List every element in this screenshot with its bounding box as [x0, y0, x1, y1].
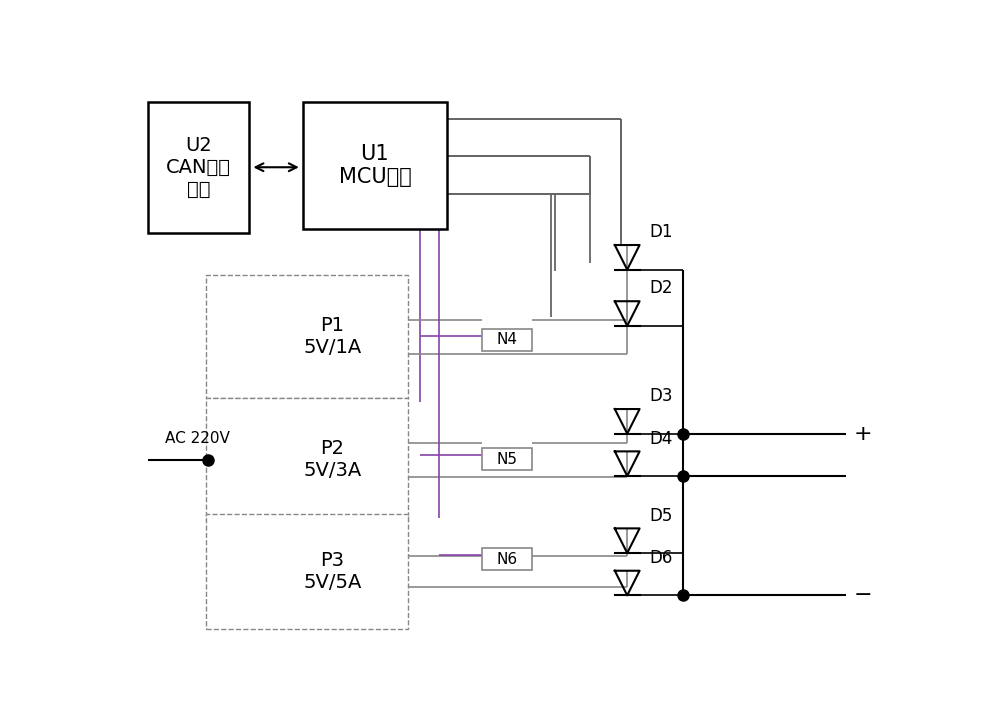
Text: D5: D5 — [649, 507, 672, 525]
Text: U2
CAN通讯
模块: U2 CAN通讯 模块 — [166, 136, 231, 199]
Bar — [482, 549, 532, 570]
Bar — [206, 398, 408, 521]
Text: −: − — [853, 585, 872, 606]
Text: N4: N4 — [496, 332, 517, 347]
Bar — [303, 102, 447, 229]
Text: D6: D6 — [649, 549, 672, 567]
Text: U1
MCU模块: U1 MCU模块 — [339, 144, 411, 187]
Text: N6: N6 — [496, 552, 517, 567]
Bar — [148, 102, 249, 233]
Bar — [261, 287, 404, 387]
Text: P2
5V/3A: P2 5V/3A — [303, 439, 361, 480]
Text: +: + — [853, 423, 872, 444]
Bar — [261, 410, 404, 510]
Text: P3
5V/5A: P3 5V/5A — [303, 551, 362, 592]
Bar — [206, 514, 408, 629]
Text: AC 220V: AC 220V — [165, 431, 230, 446]
Bar — [482, 329, 532, 351]
Text: D3: D3 — [649, 387, 672, 405]
Text: D1: D1 — [649, 223, 672, 241]
Text: D2: D2 — [649, 279, 672, 297]
Text: N5: N5 — [496, 451, 517, 467]
Text: D4: D4 — [649, 430, 672, 448]
Bar — [206, 275, 408, 398]
Bar — [261, 526, 404, 618]
Text: P1
5V/1A: P1 5V/1A — [303, 316, 361, 357]
Bar — [482, 449, 532, 470]
